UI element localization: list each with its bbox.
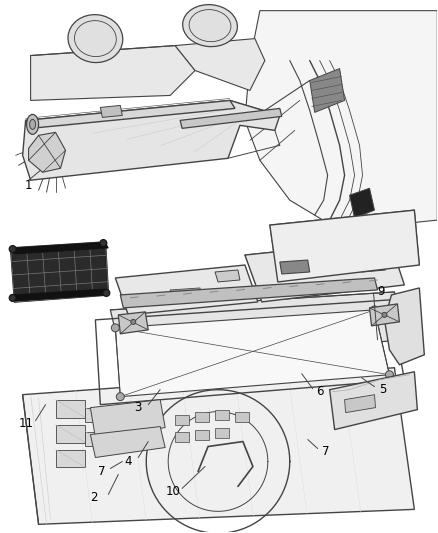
Polygon shape <box>11 242 108 254</box>
Polygon shape <box>330 372 417 430</box>
Ellipse shape <box>371 306 378 314</box>
Polygon shape <box>11 242 108 302</box>
Polygon shape <box>118 312 148 334</box>
Polygon shape <box>115 265 258 315</box>
Ellipse shape <box>382 312 387 317</box>
Ellipse shape <box>30 119 35 130</box>
Ellipse shape <box>9 294 16 301</box>
Text: 10: 10 <box>166 485 180 498</box>
Text: 5: 5 <box>379 383 386 396</box>
Polygon shape <box>245 11 437 230</box>
Bar <box>195 411 209 422</box>
Polygon shape <box>280 260 310 274</box>
Polygon shape <box>385 288 424 365</box>
Ellipse shape <box>111 324 119 332</box>
Text: 1: 1 <box>25 179 32 192</box>
Polygon shape <box>28 132 66 172</box>
Ellipse shape <box>183 5 237 46</box>
Polygon shape <box>31 46 195 100</box>
Polygon shape <box>270 210 419 282</box>
Bar <box>195 430 209 440</box>
Polygon shape <box>115 310 389 397</box>
Bar <box>56 425 85 442</box>
Bar <box>56 449 85 467</box>
Polygon shape <box>23 368 414 524</box>
Text: 7: 7 <box>322 445 329 458</box>
Polygon shape <box>100 106 122 117</box>
Text: 9: 9 <box>378 286 385 298</box>
Polygon shape <box>25 100 235 128</box>
Polygon shape <box>345 394 375 413</box>
Text: 3: 3 <box>134 401 142 414</box>
Polygon shape <box>370 304 399 326</box>
Ellipse shape <box>131 319 136 325</box>
Polygon shape <box>180 108 282 128</box>
Text: 2: 2 <box>90 491 97 504</box>
Polygon shape <box>90 426 165 457</box>
Bar <box>235 411 249 422</box>
Ellipse shape <box>103 289 110 296</box>
Text: 4: 4 <box>124 455 132 468</box>
Polygon shape <box>310 69 345 112</box>
Ellipse shape <box>27 115 39 134</box>
Polygon shape <box>360 255 385 272</box>
Polygon shape <box>215 270 240 282</box>
Ellipse shape <box>117 393 124 401</box>
Text: 7: 7 <box>98 465 105 478</box>
Ellipse shape <box>100 239 107 247</box>
Text: 6: 6 <box>316 385 323 398</box>
Polygon shape <box>120 278 378 308</box>
Text: 11: 11 <box>19 417 34 430</box>
Polygon shape <box>175 38 265 91</box>
Ellipse shape <box>9 246 16 253</box>
Polygon shape <box>23 100 280 180</box>
Bar <box>85 408 107 422</box>
Polygon shape <box>170 288 201 298</box>
Polygon shape <box>245 240 404 302</box>
Polygon shape <box>110 292 407 360</box>
Polygon shape <box>350 188 374 218</box>
Bar <box>215 410 229 419</box>
Bar <box>85 432 107 446</box>
Bar <box>215 427 229 438</box>
Ellipse shape <box>385 371 393 379</box>
Polygon shape <box>90 400 165 438</box>
Bar <box>56 400 85 417</box>
Bar <box>175 415 189 425</box>
Bar <box>175 432 189 441</box>
Ellipse shape <box>68 14 123 62</box>
Polygon shape <box>11 289 108 301</box>
